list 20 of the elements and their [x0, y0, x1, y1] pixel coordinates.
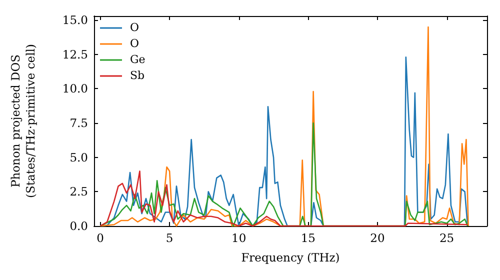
legend-label: Ge: [130, 53, 146, 66]
y-tick-label: 0.0: [70, 219, 88, 233]
y-tick-label: 12.5: [62, 47, 88, 62]
x-tick-label: 10: [232, 231, 246, 245]
y-tick-label: 5.0: [70, 150, 88, 164]
legend-label: O: [130, 21, 140, 34]
y-tick-label: 2.5: [70, 184, 88, 199]
x-tick-label: 0: [96, 231, 104, 245]
x-tick-label: 5: [166, 231, 174, 245]
x-tick-label: 20: [370, 231, 385, 245]
x-tick-label: 15: [300, 231, 316, 245]
y-tick-label: 10.0: [62, 82, 88, 96]
x-axis-title: Frequency (THz): [241, 250, 340, 264]
line-series: [100, 170, 468, 227]
y-axis-title: Phonon projected DOS (States/THz·primitive cell): [8, 44, 38, 198]
y-tick-label: 15.0: [62, 13, 88, 28]
y-tick-label: 7.5: [70, 116, 88, 130]
legend-label: O: [130, 37, 140, 50]
legend-label: Sb: [130, 69, 145, 82]
x-tick-label: 25: [439, 231, 454, 245]
